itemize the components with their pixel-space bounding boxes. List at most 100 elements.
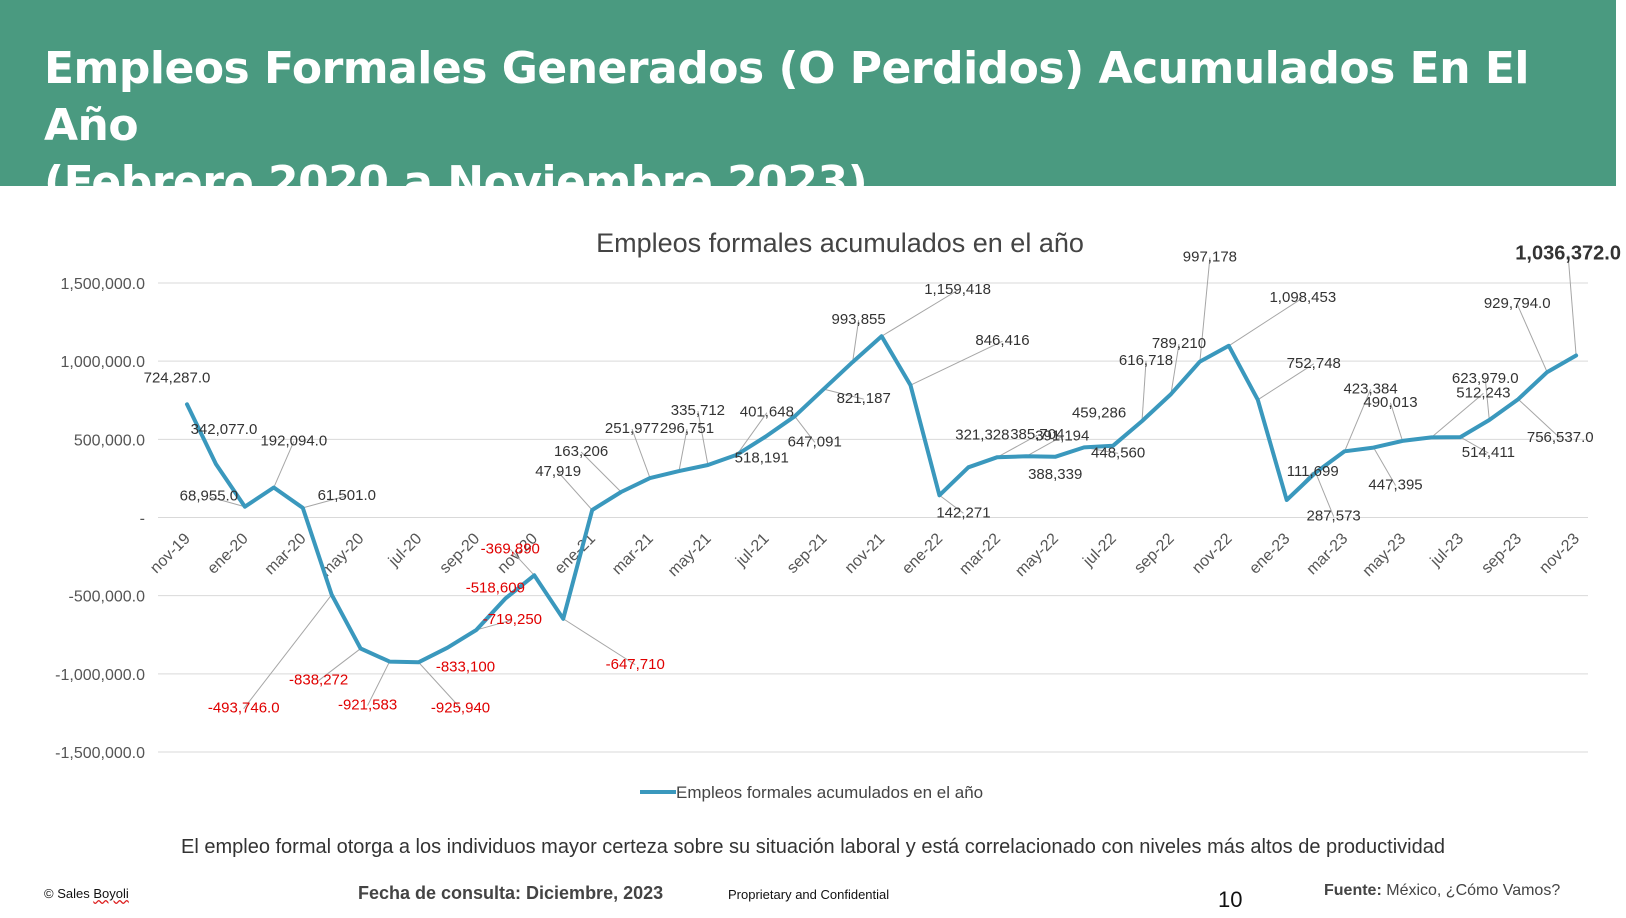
x-tick-label: jul-22 — [1080, 530, 1120, 570]
label-leader — [736, 412, 768, 455]
data-label: 997,178 — [1183, 249, 1237, 266]
label-leader — [823, 388, 864, 400]
label-leader — [1141, 361, 1147, 422]
data-label: -833,100 — [436, 659, 495, 676]
copyright-text: © Sales — [44, 886, 90, 901]
label-leader — [881, 289, 958, 337]
label-leader — [1228, 297, 1304, 347]
data-label: 447,395 — [1368, 477, 1422, 494]
x-tick-label: ene-20 — [204, 530, 251, 577]
data-label: 514,411 — [1462, 444, 1515, 461]
label-leader — [1257, 363, 1315, 401]
data-label: 192,094.0 — [260, 432, 327, 449]
label-leader — [1516, 303, 1548, 373]
x-tick-label: sep-23 — [1478, 530, 1525, 577]
data-label: 61,501.0 — [318, 487, 376, 504]
data-label: 47,919 — [535, 463, 581, 480]
copyright: © Sales Boyoli — [44, 886, 129, 901]
x-tick-label: sep-21 — [784, 530, 831, 577]
data-label: -493,746.0 — [208, 700, 280, 717]
label-leader — [476, 619, 513, 631]
data-label: 335,712 — [671, 402, 725, 419]
x-tick-label: mar-23 — [1304, 530, 1352, 578]
data-label: 459,286 — [1072, 405, 1126, 422]
data-label: 647,091 — [788, 433, 842, 450]
x-tick-label: ene-23 — [1246, 530, 1293, 577]
label-leader — [1170, 344, 1180, 395]
x-tick-label: mar-22 — [956, 530, 1004, 578]
data-label: 388,339 — [1028, 466, 1082, 483]
x-tick-label: may-22 — [1012, 530, 1062, 580]
label-leader — [273, 441, 295, 488]
label-leader — [794, 416, 816, 443]
proprietary-note: Proprietary and Confidential — [728, 887, 890, 902]
label-leader — [1373, 447, 1396, 486]
data-label: 616,718 — [1119, 352, 1173, 369]
source-label: Fuente: — [1324, 882, 1382, 899]
y-tick-label: - — [140, 511, 145, 528]
data-label: 391,194 — [1035, 427, 1089, 444]
label-leader — [1567, 255, 1577, 356]
data-label: 1,159,418 — [924, 281, 991, 298]
label-leader — [208, 496, 246, 508]
label-leader — [1344, 389, 1372, 452]
series-line — [185, 334, 1579, 665]
consult-date: Fecha de consulta: Diciembre, 2023 — [358, 883, 664, 903]
x-tick-label: mar-20 — [262, 530, 310, 578]
label-leader — [910, 340, 1003, 386]
data-label: 287,573 — [1307, 508, 1361, 525]
footnote: El empleo formal otorga a los individuos… — [181, 836, 1445, 858]
label-leader — [852, 320, 860, 363]
page-title-line1: Empleos Formales Generados (O Perdidos) … — [44, 43, 1530, 151]
data-label: 111,699 — [1287, 463, 1339, 480]
data-label: 296,751 — [660, 420, 714, 437]
data-label: 490,013 — [1363, 394, 1417, 411]
data-label: 1,036,372.0 — [1515, 242, 1621, 264]
label-leader — [939, 494, 964, 514]
data-label: -925,940 — [431, 699, 490, 716]
data-label: -518,609 — [466, 580, 525, 597]
source: Fuente: México, ¿Cómo Vamos? — [1324, 882, 1560, 900]
x-tick-label: may-21 — [665, 530, 715, 580]
data-label: 512,243 — [1456, 384, 1510, 401]
page-title-line2: (Febrero 2020 a Noviembre 2023) — [44, 157, 868, 208]
label-leader — [678, 429, 688, 472]
title-banner: Empleos Formales Generados (O Perdidos) … — [0, 0, 1616, 208]
data-label: 756,537.0 — [1527, 429, 1594, 446]
data-label: -838,272 — [289, 672, 348, 689]
label-leader — [997, 434, 1038, 458]
label-leader — [557, 471, 593, 511]
y-tick-label: -500,000.0 — [68, 589, 145, 606]
data-label: 1,098,453 — [1269, 289, 1336, 306]
data-label: -369,890 — [481, 540, 540, 557]
label-leader — [509, 548, 535, 576]
y-tick-label: -1,500,000.0 — [55, 745, 145, 762]
x-tick-label: nov-23 — [1536, 530, 1583, 577]
line-chart: Empleos formales acumulados en el año 1,… — [55, 228, 1621, 802]
label-leader — [243, 594, 333, 709]
data-label: 385,704 — [1010, 426, 1064, 443]
data-label: 724,287.0 — [144, 369, 211, 386]
data-label: 993,855 — [832, 311, 886, 328]
label-leader — [367, 661, 391, 706]
y-tick-label: 1,000,000.0 — [60, 354, 145, 371]
label-leader — [1390, 402, 1403, 442]
chart-container: Empleos formales acumulados en el año 1,… — [0, 200, 1626, 820]
label-leader — [1517, 398, 1561, 439]
y-tick-label: 1,500,000.0 — [60, 276, 145, 293]
y-tick-label: -1,000,000.0 — [55, 667, 145, 684]
copyright-name: Boyoli — [93, 886, 129, 901]
x-tick-label: nov-22 — [1189, 530, 1236, 577]
label-leader — [631, 428, 651, 479]
data-label: -719,250 — [483, 611, 542, 628]
data-label: 321,328 — [955, 426, 1009, 443]
data-label: 518,191 — [735, 449, 789, 466]
chart-title: Empleos formales acumulados en el año — [596, 228, 1084, 258]
data-label: 929,794.0 — [1484, 295, 1551, 312]
label-leader — [418, 661, 461, 709]
label-leader — [318, 648, 361, 681]
label-leader — [562, 618, 636, 666]
data-label: 68,955.0 — [180, 488, 238, 505]
data-label: 163,206 — [554, 443, 608, 460]
x-tick-label: may-23 — [1360, 530, 1410, 580]
